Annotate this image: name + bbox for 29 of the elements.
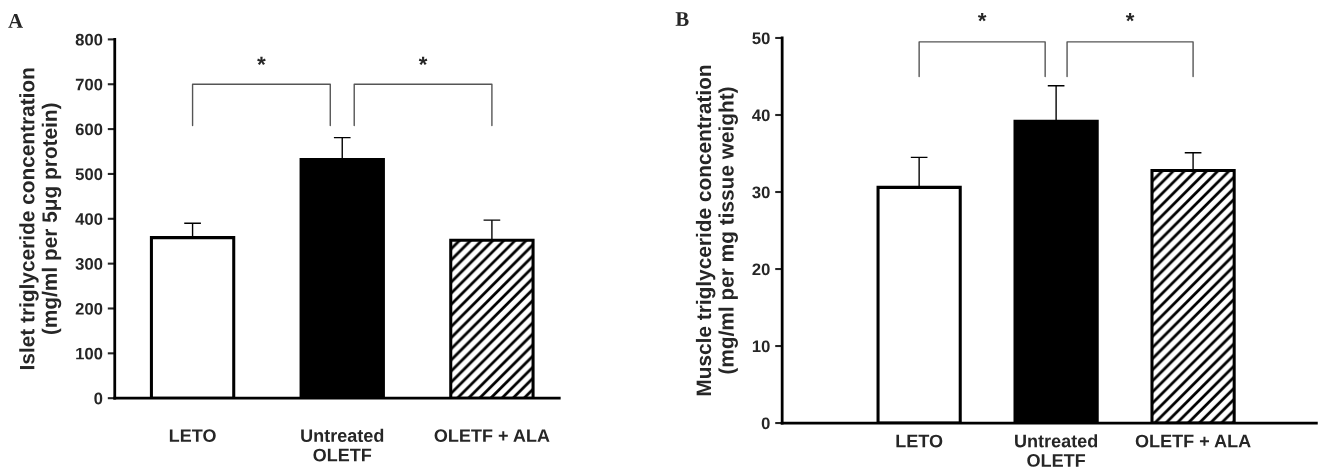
x-tick-label: LETO [169,429,216,442]
text: * [977,13,987,22]
y-tick-label: 400 [75,213,103,225]
y-tick-label: 0 [94,392,103,405]
x-tick-label: OLETF + ALA [1135,434,1251,448]
text: * [1125,13,1135,22]
y-tick-label: 800 [75,33,103,46]
y-tick-label: 100 [76,347,103,360]
y-tick-label: 30 [752,186,770,199]
y-tick-label: 10 [752,340,770,353]
y-tick-label: 200 [75,302,103,315]
x-tick-label: Untreated OLETF [301,428,384,462]
y-tick-label: 20 [752,263,770,276]
y-tick-label: 600 [75,123,103,136]
y-axis-title: Muscle triglyceride concentration (mg/ml per mg tissue weight) [695,65,738,396]
y-tick-label: 700 [75,78,103,91]
x-tick-label: OLETF + ALA [434,429,550,442]
text: B [675,12,689,26]
x-tick-label: LETO [896,434,943,448]
annotation: * [257,56,266,66]
text: A [8,14,23,28]
y-tick-label: 40 [752,109,770,122]
y-tick-label: 300 [75,258,103,270]
annotation: * [418,56,428,66]
x-tick-label: Untreated OLETF [1015,434,1098,467]
y-tick-label: 0 [761,417,770,430]
y-tick-label: 50 [752,32,770,45]
y-axis-title: Islet triglyceride concentration (mg/ml per 5μg protein) [19,68,62,370]
y-tick-label: 500 [75,168,103,181]
